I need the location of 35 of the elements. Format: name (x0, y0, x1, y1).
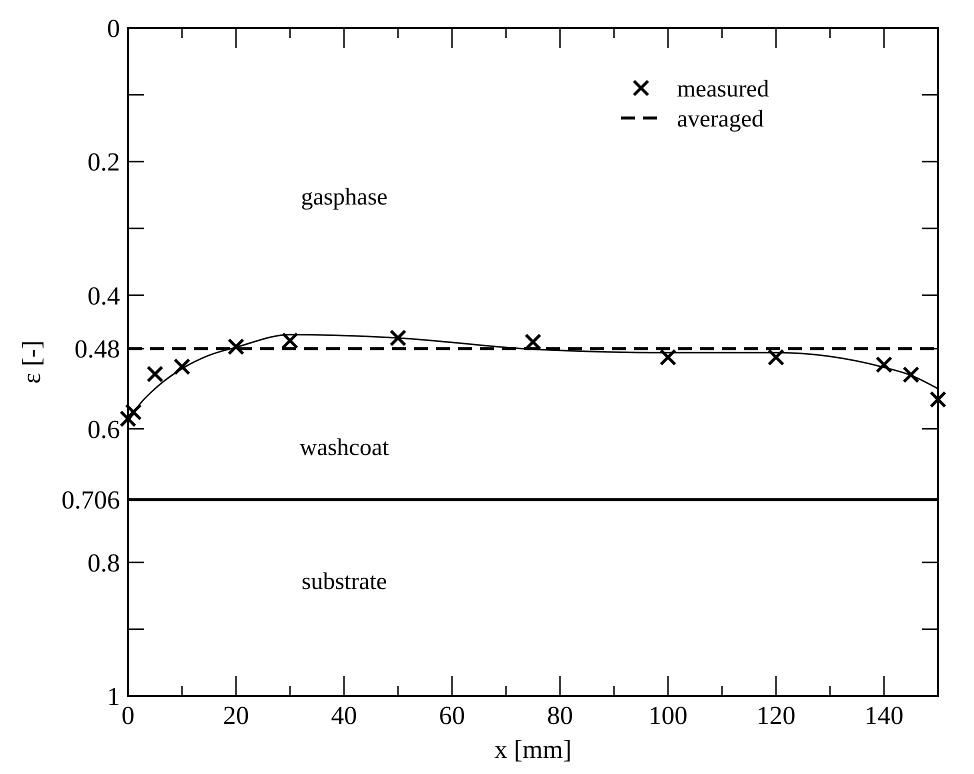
x-axis-title: x [mm] (494, 735, 572, 764)
point (902, 366, 920, 384)
annotation: gasphase (300, 184, 388, 211)
y-tick-label: 0.48 (74, 334, 120, 364)
point (120, 410, 136, 428)
legend-label: measured (677, 76, 769, 102)
point (768, 348, 784, 366)
point (228, 338, 244, 356)
point (660, 348, 676, 366)
x-tick-label: 20 (223, 701, 249, 730)
point (930, 390, 946, 408)
point (146, 366, 164, 383)
point (524, 333, 542, 350)
x-tick-label: 60 (439, 701, 465, 730)
point (876, 356, 892, 374)
y-tick-label: 0.2 (88, 148, 120, 177)
y-tick-label: 0 (107, 14, 120, 44)
point (282, 332, 298, 350)
point (390, 329, 406, 346)
y-axis-title: ε [-] (17, 340, 46, 384)
point (174, 358, 190, 376)
x-tick-label: 140 (864, 701, 904, 730)
y-tick-label: 0.6 (88, 414, 120, 444)
x-tick-label: 80 (547, 701, 573, 730)
x-tick-label: 120 (756, 701, 796, 730)
x-tick-label: 100 (648, 701, 688, 730)
y-tick-label: 0.4 (88, 281, 120, 310)
point (124, 404, 142, 421)
annotation: substrate (302, 568, 387, 595)
y-tick-label: 0.706 (62, 486, 120, 515)
legend-label: averaged (677, 106, 764, 132)
annotation: washcoat (300, 435, 390, 462)
x-tick-label: 40 (331, 701, 357, 730)
y-tick-label: 0.8 (88, 548, 120, 578)
y-tick-label: 1 (107, 682, 120, 712)
